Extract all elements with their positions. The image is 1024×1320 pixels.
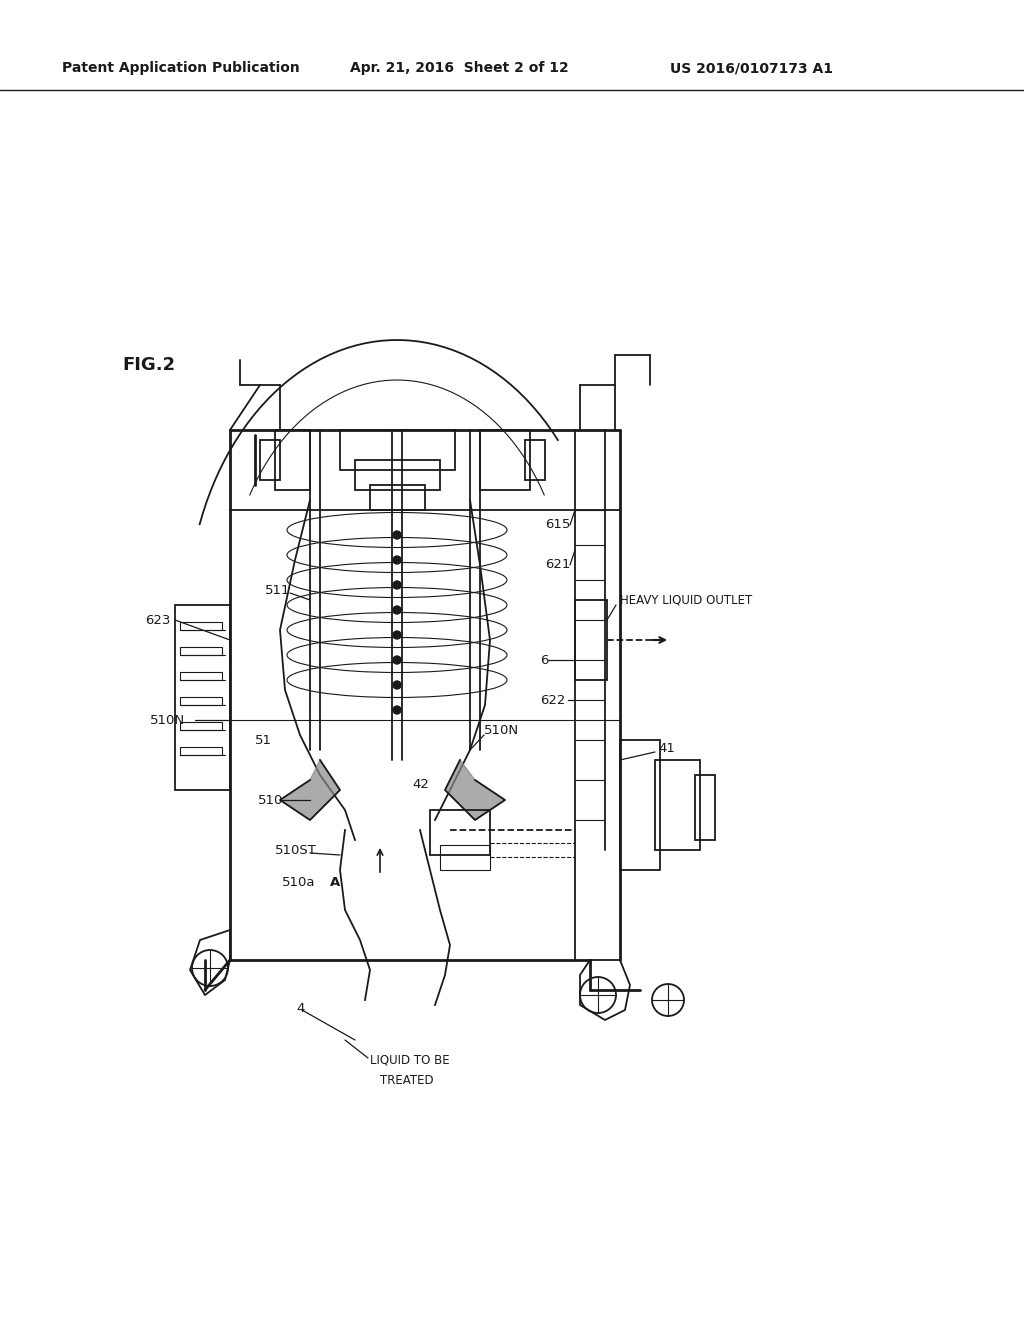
Text: Apr. 21, 2016  Sheet 2 of 12: Apr. 21, 2016 Sheet 2 of 12: [350, 61, 568, 75]
Text: US 2016/0107173 A1: US 2016/0107173 A1: [670, 61, 833, 75]
Circle shape: [393, 656, 401, 664]
Text: 510: 510: [258, 793, 284, 807]
Text: TREATED: TREATED: [380, 1073, 433, 1086]
Polygon shape: [445, 760, 505, 820]
Text: A: A: [330, 875, 340, 888]
Text: 510N: 510N: [484, 723, 519, 737]
Text: 623: 623: [145, 614, 170, 627]
Circle shape: [393, 531, 401, 539]
Text: 4: 4: [296, 1002, 304, 1015]
Circle shape: [393, 706, 401, 714]
Polygon shape: [280, 760, 340, 820]
Text: LIQUID TO BE: LIQUID TO BE: [370, 1053, 450, 1067]
Text: 622: 622: [540, 693, 565, 706]
Text: 621: 621: [545, 558, 570, 572]
Text: 51: 51: [255, 734, 272, 747]
Text: 510N: 510N: [150, 714, 185, 726]
Text: FIG.2: FIG.2: [122, 356, 175, 374]
Text: 6: 6: [540, 653, 549, 667]
Text: 41: 41: [658, 742, 675, 755]
Text: HEAVY LIQUID OUTLET: HEAVY LIQUID OUTLET: [620, 594, 753, 606]
Text: Patent Application Publication: Patent Application Publication: [62, 61, 300, 75]
Text: 510ST: 510ST: [275, 843, 316, 857]
Circle shape: [393, 581, 401, 589]
Text: 615: 615: [545, 519, 570, 532]
Circle shape: [393, 631, 401, 639]
Text: 42: 42: [412, 779, 429, 792]
Circle shape: [393, 556, 401, 564]
Text: 510a: 510a: [282, 875, 315, 888]
Circle shape: [393, 681, 401, 689]
Circle shape: [393, 606, 401, 614]
Text: 511: 511: [265, 583, 291, 597]
